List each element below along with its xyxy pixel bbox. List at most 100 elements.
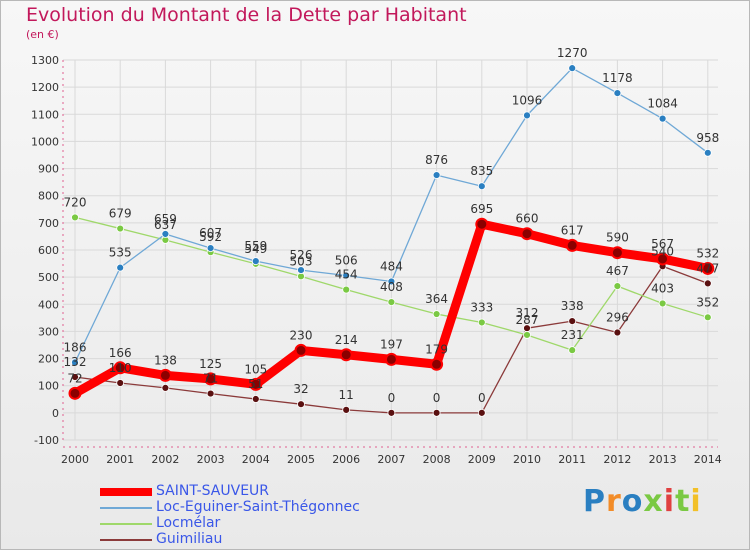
data-label: 197 — [380, 337, 403, 351]
legend-label: SAINT-SAUVEUR — [156, 483, 270, 499]
x-tick-label: 2012 — [603, 453, 631, 466]
data-label: 132 — [64, 355, 87, 369]
data-point — [430, 357, 444, 371]
x-tick-label: 2001 — [106, 453, 134, 466]
data-label: 125 — [199, 357, 222, 371]
data-point — [342, 285, 351, 294]
data-point — [568, 317, 577, 326]
data-label: 592 — [199, 230, 222, 244]
chart-subtitle: (en €) — [26, 28, 59, 41]
data-label: 110 — [109, 361, 132, 375]
data-point — [568, 346, 577, 355]
data-label: 559 — [244, 239, 267, 253]
data-point — [432, 408, 441, 417]
proxiti-logo: Proxiti — [583, 484, 702, 519]
x-tick-label: 2003 — [197, 453, 225, 466]
data-point — [432, 310, 441, 318]
y-tick-label: 600 — [38, 244, 59, 257]
data-label: 1270 — [557, 46, 588, 60]
data-label: 532 — [696, 246, 719, 260]
legend-label: Locmélar — [156, 515, 221, 531]
x-tick-label: 2005 — [287, 453, 315, 466]
data-point — [339, 348, 353, 362]
data-point — [520, 227, 534, 241]
x-tick-label: 2000 — [61, 453, 89, 466]
data-label: 567 — [651, 237, 674, 251]
data-label: 105 — [244, 362, 267, 376]
data-label: 11 — [339, 388, 354, 402]
y-tick-label: 0 — [52, 407, 59, 420]
data-label: 338 — [561, 299, 584, 313]
y-tick-label: 200 — [38, 353, 59, 366]
data-label: 1084 — [647, 97, 678, 111]
data-label: 364 — [425, 292, 448, 306]
data-point — [68, 386, 82, 400]
data-label: 617 — [561, 223, 584, 237]
data-label-layer: 72 166 138 125 105 230 214 197 179 695 660 617 590 56… — [64, 46, 720, 405]
data-point — [658, 299, 667, 308]
data-label: 503 — [290, 254, 313, 268]
legend-label: Guimiliau — [156, 531, 223, 547]
data-label: 477 — [696, 261, 719, 275]
data-label: 637 — [154, 218, 177, 232]
x-tick-label: 2004 — [242, 453, 270, 466]
y-tick-label: 900 — [38, 163, 59, 176]
data-point — [568, 64, 577, 73]
data-label: 835 — [470, 164, 493, 178]
legend-label: Loc-Eguiner-Saint-Thégonnec — [156, 499, 360, 515]
data-label: 590 — [606, 231, 629, 245]
data-point — [432, 171, 441, 179]
data-point — [523, 331, 531, 339]
data-point — [477, 318, 486, 327]
data-point — [384, 352, 398, 366]
data-point — [113, 361, 127, 375]
data-point — [387, 408, 396, 417]
data-label: 71 — [203, 372, 218, 386]
data-point — [477, 182, 486, 191]
data-label: 679 — [109, 207, 132, 221]
data-label: 296 — [606, 311, 629, 325]
data-point — [342, 271, 351, 280]
data-point — [613, 282, 622, 291]
legend-swatch — [100, 539, 152, 541]
data-point — [703, 148, 712, 157]
y-tick-label: 300 — [38, 325, 59, 338]
y-tick-label: -100 — [34, 434, 59, 447]
data-point — [161, 383, 170, 392]
data-label: 660 — [516, 212, 539, 226]
data-point — [387, 298, 396, 307]
data-point — [251, 395, 260, 403]
y-tick-label: 1200 — [31, 81, 59, 94]
data-point — [613, 328, 622, 337]
data-label: 535 — [109, 246, 132, 260]
data-label: 695 — [470, 202, 493, 216]
data-label: 467 — [606, 264, 629, 278]
legend-swatch — [100, 507, 152, 509]
x-tick-label: 2009 — [468, 453, 496, 466]
data-label: 958 — [696, 131, 719, 145]
data-point — [703, 313, 712, 322]
data-label: 32 — [293, 382, 308, 396]
data-point — [613, 89, 622, 98]
logo-letter: i — [690, 484, 702, 519]
data-label: 408 — [380, 280, 403, 294]
x-tick-label: 2007 — [377, 453, 405, 466]
data-label: 287 — [516, 313, 539, 327]
data-point — [116, 379, 125, 387]
data-point — [294, 343, 308, 357]
data-label: 333 — [470, 300, 493, 314]
data-label: 214 — [335, 333, 358, 347]
data-point — [71, 373, 79, 381]
y-tick-label: 100 — [38, 380, 59, 393]
y-tick-label: 800 — [38, 190, 59, 203]
data-point — [658, 114, 667, 123]
data-label: 51 — [248, 377, 263, 391]
logo-letter: r — [606, 484, 622, 519]
y-tick-label: 400 — [38, 298, 59, 311]
data-label: 231 — [561, 328, 584, 342]
data-label: 484 — [380, 259, 403, 273]
data-point — [297, 400, 305, 409]
y-tick-label: 1100 — [31, 108, 59, 121]
legend-swatch — [100, 523, 152, 525]
